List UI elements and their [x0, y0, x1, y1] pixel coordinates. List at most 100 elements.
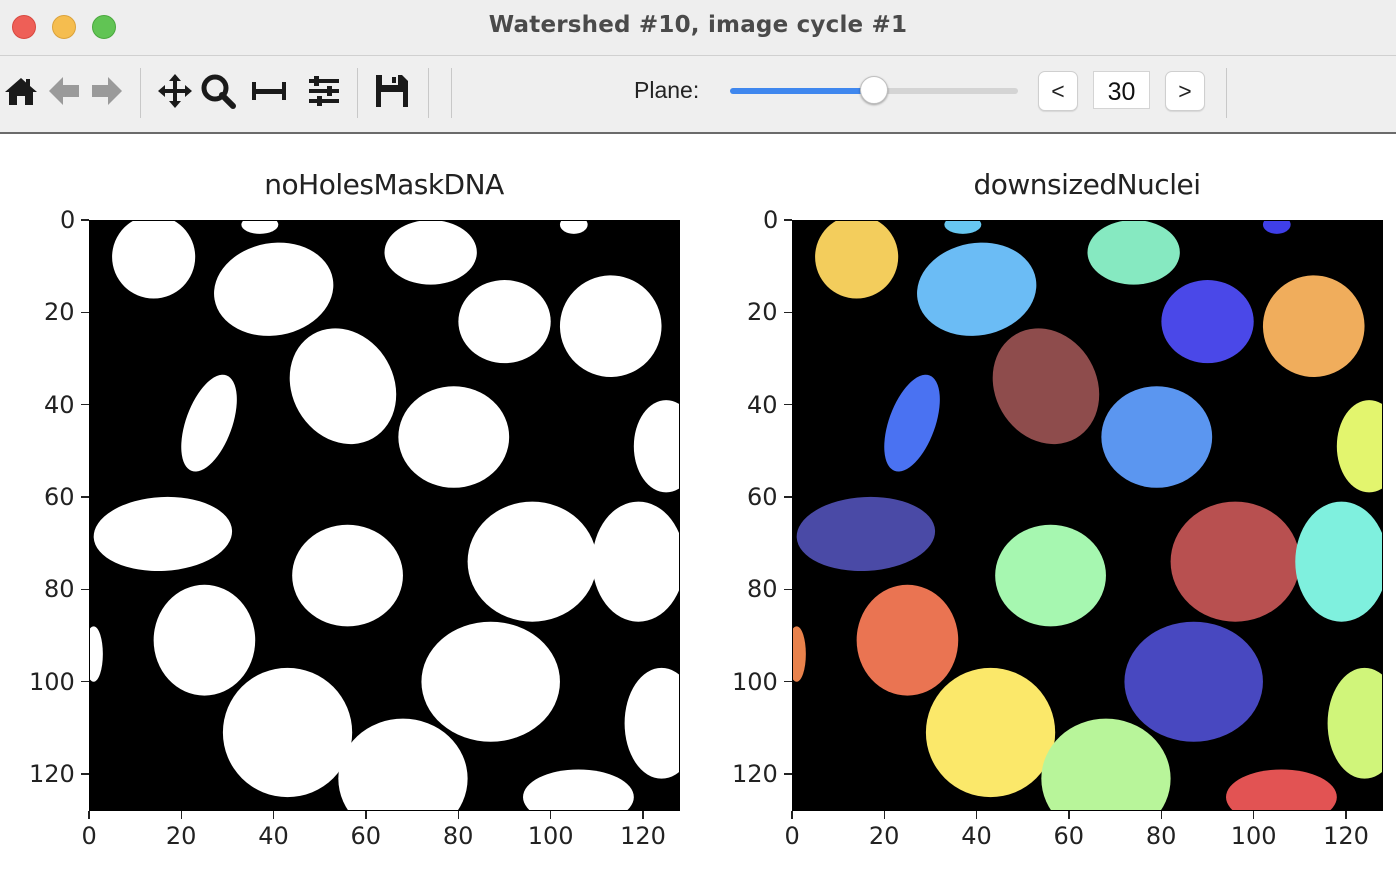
x-tick-label: 20 [165, 822, 197, 850]
y-tick-label: 0 [763, 206, 779, 234]
y-tick-label: 100 [29, 667, 75, 696]
y-tick-label: 20 [44, 298, 75, 327]
nucleus-region [289, 328, 397, 445]
nucleus-region [1041, 718, 1171, 811]
y-tick-mark [784, 680, 792, 683]
configure-icon[interactable] [305, 72, 343, 110]
nucleus-region [856, 584, 959, 696]
next-plane-button[interactable]: > [1165, 71, 1205, 111]
nucleus-region [153, 584, 256, 696]
nucleus-region [1295, 501, 1383, 622]
nucleus-region [421, 621, 560, 742]
close-window-button[interactable] [12, 15, 36, 39]
x-tick-mark [457, 811, 460, 819]
y-tick-mark [784, 496, 792, 498]
plane-slider-knob[interactable] [860, 76, 888, 104]
x-tick-mark [1160, 811, 1163, 819]
nucleus-region [995, 524, 1106, 627]
nucleus-region [1262, 275, 1365, 377]
y-tick-mark [784, 773, 792, 775]
binary-mask-image [89, 220, 680, 811]
toolbar-separator [357, 68, 358, 118]
nucleus-region [1161, 280, 1254, 364]
x-tick-mark [272, 811, 275, 819]
y-tick-label: 80 [747, 575, 778, 604]
x-tick-mark [791, 811, 793, 819]
x-tick-mark [1068, 811, 1070, 819]
plane-slider-fill [730, 88, 874, 94]
x-tick-mark [883, 811, 886, 819]
x-tick-label: 100 [1230, 822, 1277, 850]
zoom-icon[interactable] [199, 72, 237, 110]
y-tick-mark [81, 403, 89, 406]
y-tick-mark [784, 588, 792, 591]
nucleus-region [467, 501, 597, 622]
y-tick-label: 0 [60, 206, 76, 234]
plane-number-field[interactable] [1093, 71, 1150, 109]
mask-image-axes[interactable] [89, 220, 680, 811]
plot-title-left: noHolesMaskDNA [264, 168, 504, 201]
y-tick-label: 60 [44, 483, 75, 512]
nucleus-region [1124, 621, 1263, 742]
y-tick-label: 120 [29, 760, 75, 789]
nucleus-region [458, 280, 551, 364]
x-tick-label: 20 [868, 822, 900, 850]
nucleus-region [633, 400, 680, 493]
y-tick-mark [784, 311, 792, 314]
back-arrow-icon[interactable] [45, 72, 83, 110]
nucleus-region [93, 496, 233, 572]
minimize-window-button[interactable] [52, 15, 76, 39]
x-tick-label: 100 [527, 822, 574, 850]
plane-slider[interactable] [730, 76, 1018, 104]
toolbar-separator [140, 68, 141, 118]
nucleus-region [338, 718, 468, 811]
x-tick-mark [1252, 811, 1255, 819]
nucleus-region [181, 374, 237, 472]
nucleus-region [241, 220, 279, 234]
figure-canvas[interactable]: noHolesMaskDNA downsizedNuclei 0 20 40 60 80… [0, 134, 1396, 888]
nucleus-region [796, 496, 936, 572]
nucleus-region [992, 328, 1100, 445]
nucleus-region [925, 667, 1056, 798]
nucleus-region [815, 220, 899, 299]
nucleus-region [1262, 220, 1291, 234]
zoom-window-button[interactable] [92, 15, 116, 39]
save-icon[interactable] [373, 72, 411, 110]
x-tick-label: 40 [258, 822, 289, 850]
nucleus-region [917, 242, 1037, 336]
y-tick-label: 60 [747, 483, 778, 512]
y-tick-label: 20 [747, 298, 778, 327]
x-tick-mark [365, 811, 367, 819]
y-tick-mark [81, 680, 89, 683]
y-tick-mark [784, 219, 792, 221]
nucleus-region [1327, 667, 1383, 779]
nuclei-image-axes[interactable] [792, 220, 1383, 811]
nucleus-region [1087, 220, 1180, 285]
pan-icon[interactable] [156, 72, 194, 110]
navigation-toolbar: Plane: < > [0, 56, 1396, 134]
plane-label: Plane: [634, 77, 700, 103]
toolbar-separator [1226, 68, 1227, 118]
y-tick-mark [81, 588, 89, 591]
nucleus-region [884, 374, 940, 472]
x-tick-label: 0 [81, 822, 97, 850]
x-tick-label: 80 [1145, 822, 1177, 850]
x-tick-mark [975, 811, 978, 819]
forward-arrow-icon[interactable] [88, 72, 126, 110]
subplots-icon[interactable] [250, 72, 288, 110]
previous-plane-button[interactable]: < [1038, 71, 1078, 111]
nucleus-region [214, 242, 334, 336]
labeled-nuclei-image [792, 220, 1383, 811]
nucleus-region [1101, 386, 1213, 488]
y-tick-mark [81, 496, 89, 498]
toolbar-separator [428, 68, 429, 118]
y-tick-label: 120 [732, 760, 778, 789]
nucleus-region [1170, 501, 1300, 622]
plot-title-right: downsizedNuclei [973, 168, 1202, 201]
nucleus-region [89, 626, 103, 682]
x-tick-mark [549, 811, 552, 819]
toolbar-separator [451, 68, 452, 118]
nucleus-region [559, 275, 662, 377]
home-icon[interactable] [2, 72, 40, 110]
nucleus-region [559, 220, 588, 234]
